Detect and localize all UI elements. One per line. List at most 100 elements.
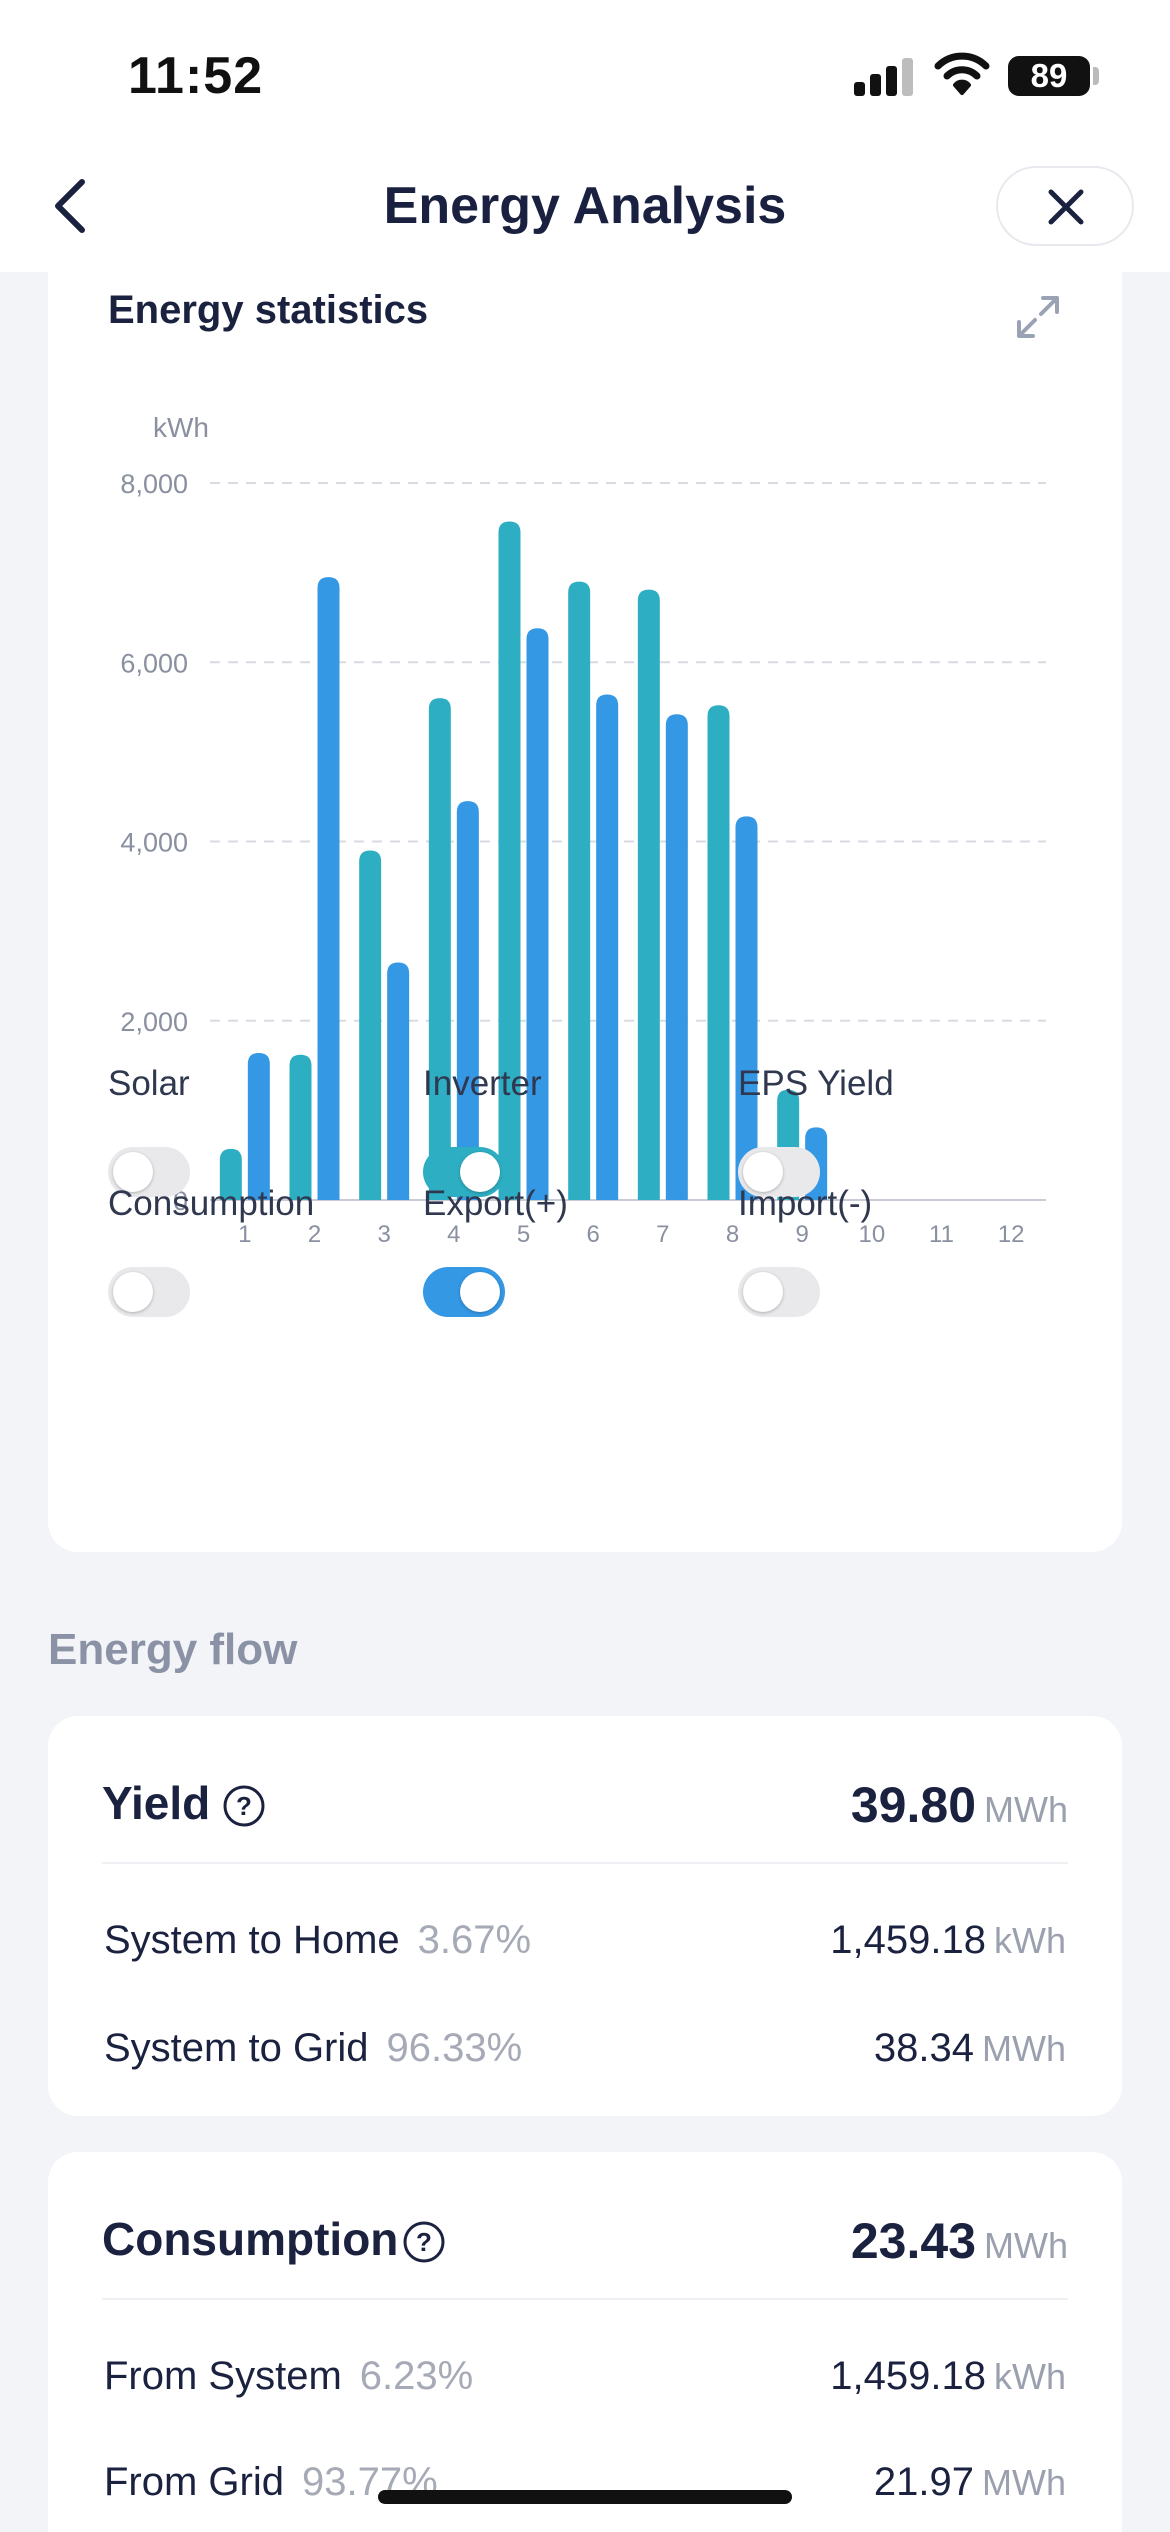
bar-inverter-5 [498,521,521,1200]
bar-inverter-3 [359,850,382,1200]
section-label-energy-flow: Energy flow [48,1625,298,1674]
row-unit: MWh [982,2028,1066,2069]
toggle-knob [743,1152,783,1192]
energy-statistics-card: Energy statistics kWh 0 2,000 4,000 6,000 8,0… [48,230,1122,1552]
toggle-knob [113,1272,153,1312]
row-from-system-value: 1,459.18 kWh [830,2354,1066,2399]
bar-inverter-7 [637,589,660,1200]
toggle-solar[interactable] [108,1147,190,1197]
close-icon [1048,189,1084,225]
row-from-grid-value: 21.97 MWh [874,2460,1066,2505]
close-button[interactable] [996,166,1134,246]
bar-export-6 [596,694,619,1200]
home-indicator [378,2490,792,2504]
row-unit: MWh [982,2462,1066,2503]
bar-export-1 [247,1053,270,1200]
toggle-inverter[interactable] [423,1147,505,1197]
y-tick-label: 8,000 [120,469,188,499]
yield-total: 39.80 MWh [851,1776,1068,1834]
x-tick-label: 4 [447,1221,460,1248]
toggle-knob [460,1272,500,1312]
toggle-label-consumption: Consumption [108,1184,315,1223]
bar-inverter-6 [568,581,591,1200]
header: 11:52 89 Energy Analysis [0,0,1170,272]
toggle-knob [743,1272,783,1312]
battery-indicator: 89 [1008,56,1090,96]
yield-total-value: 39.80 [850,1777,976,1833]
toggle-knob [460,1152,500,1192]
card-title: Energy statistics [108,288,429,332]
expand-icon[interactable] [1013,292,1063,342]
toggle-export[interactable] [423,1267,505,1317]
consumption-total: 23.43 MWh [851,2212,1068,2270]
x-tick-label: 12 [998,1221,1025,1248]
x-tick-label: 7 [656,1221,669,1248]
toggle-label-solar: Solar [108,1064,190,1103]
x-tick-label: 10 [858,1221,885,1248]
consumption-total-value: 23.43 [850,2213,976,2269]
row-percent: 6.23% [359,2354,474,2398]
y-tick-label: 4,000 [120,828,188,858]
row-percent: 96.33% [386,2026,523,2070]
divider [102,2298,1068,2300]
bar-inverter-8 [707,705,730,1200]
bar-export-3 [387,962,410,1200]
toggle-label-export: Export(+) [423,1184,568,1223]
row-value: 1,459.18 [830,1918,986,1962]
bar-inverter-2 [289,1054,312,1200]
toggle-consumption[interactable] [108,1267,190,1317]
row-value: 38.34 [873,2026,974,2070]
toggle-label-import: Import(-) [738,1184,873,1223]
help-icon[interactable]: ? [222,1784,266,1828]
row-system-to-grid-value: 38.34 MWh [874,2026,1066,2071]
bar-inverter-4 [428,698,451,1200]
bar-export-7 [665,714,688,1200]
x-tick-label: 9 [795,1221,808,1248]
y-tick-label: 6,000 [120,648,188,678]
chevron-left-icon [55,179,85,233]
row-value: 21.97 [873,2460,974,2504]
row-from-system-label: From System 6.23% [104,2354,473,2399]
row-label-text: System to Home [104,1918,400,1962]
toggle-knob [113,1152,153,1192]
consumption-card: Consumption ? 23.43 MWh From System 6.23% … [48,2152,1122,2532]
consumption-title: Consumption [102,2213,399,2265]
row-system-to-home-label: System to Home 3.67% [104,1918,531,1963]
toggle-label-inverter: Inverter [423,1064,542,1103]
row-unit: kWh [994,2356,1066,2397]
back-button[interactable] [44,170,104,240]
page-title: Energy Analysis [383,177,787,235]
x-tick-label: 1 [238,1221,251,1248]
row-value: 1,459.18 [830,2354,986,2398]
bar-export-5 [526,628,549,1200]
toggle-label-eps-yield: EPS Yield [738,1064,894,1103]
bar-export-8 [735,816,758,1200]
row-percent: 3.67% [417,1918,532,1962]
row-system-to-home-value: 1,459.18 kWh [830,1918,1066,1963]
toggle-import[interactable] [738,1267,820,1317]
x-tick-label: 11 [929,1221,954,1248]
divider [102,1862,1068,1864]
row-from-grid-label: From Grid 93.77% [104,2460,438,2505]
help-icon[interactable]: ? [402,2220,446,2264]
wifi-icon [934,52,990,95]
cellular-signal-icon [854,58,914,96]
status-time: 11:52 [128,47,264,105]
bar-export-2 [317,577,340,1200]
toggle-eps-yield[interactable] [738,1147,820,1197]
row-system-to-grid-label: System to Grid 96.33% [104,2026,522,2071]
y-axis-label: kWh [153,412,209,443]
yield-title: Yield [102,1777,211,1829]
x-tick-label: 5 [517,1221,530,1248]
x-tick-label: 8 [726,1221,739,1248]
row-unit: kWh [994,1920,1066,1961]
x-tick-label: 3 [377,1221,390,1248]
svg-text:?: ? [416,2227,432,2257]
x-tick-label: 2 [308,1221,321,1248]
svg-text:?: ? [236,1791,252,1821]
bar-export-4 [456,801,479,1200]
bar-inverter-1 [219,1148,242,1200]
battery-tip [1093,67,1099,85]
consumption-total-unit: MWh [984,2225,1068,2266]
